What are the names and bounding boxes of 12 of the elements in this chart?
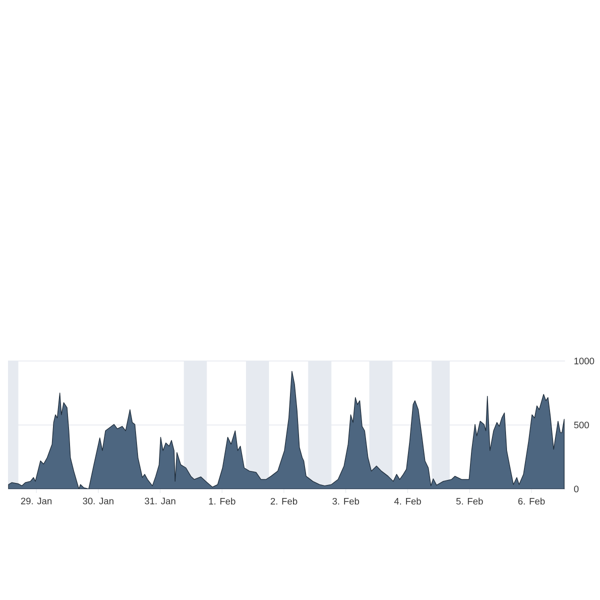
- x-tick-label: 2. Feb: [270, 498, 298, 505]
- y-tick-label: 1000: [574, 358, 594, 364]
- x-tick-label: 6. Feb: [518, 498, 545, 505]
- y-tick-label: 500: [574, 422, 589, 428]
- x-tick-label: 30. Jan: [82, 498, 114, 504]
- x-tick-label: 31. Jan: [144, 498, 176, 504]
- x-tick-label: 5. Feb: [456, 498, 483, 505]
- x-tick-label: 29. Jan: [21, 498, 52, 504]
- x-tick-label: 3. Feb: [332, 498, 360, 505]
- x-tick-label: 4. Feb: [394, 498, 421, 505]
- y-tick-label: 0: [574, 486, 579, 492]
- x-tick-label: 1. Feb: [209, 498, 236, 505]
